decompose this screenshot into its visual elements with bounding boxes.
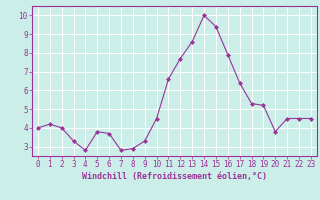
- X-axis label: Windchill (Refroidissement éolien,°C): Windchill (Refroidissement éolien,°C): [82, 172, 267, 181]
